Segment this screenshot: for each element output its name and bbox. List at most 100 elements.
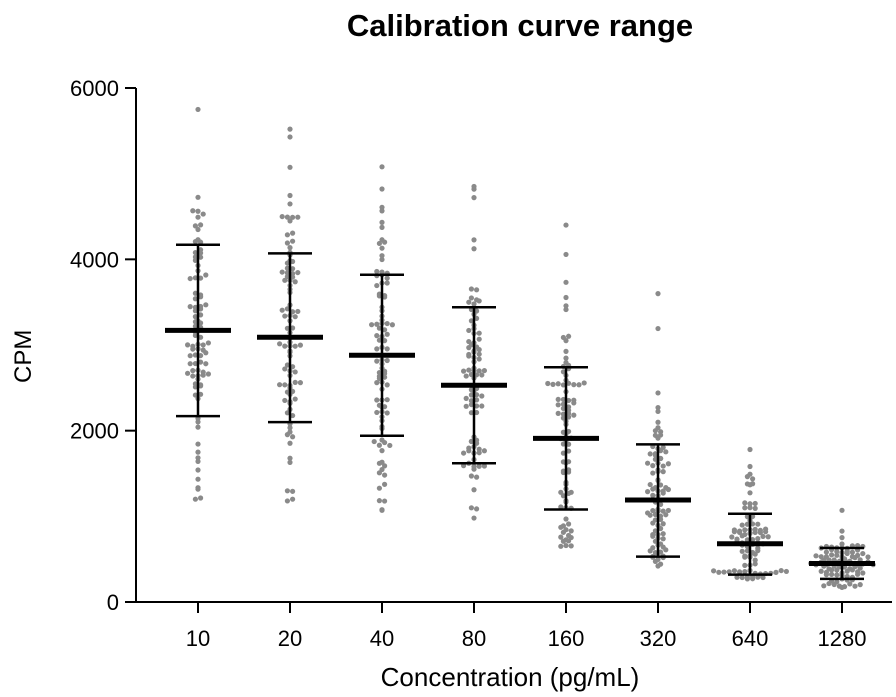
data-point — [647, 451, 653, 457]
data-point — [739, 574, 745, 581]
data-point — [468, 387, 474, 393]
data-point — [660, 463, 666, 469]
data-point — [665, 507, 672, 514]
data-point — [566, 448, 572, 454]
data-point — [192, 223, 198, 229]
data-point — [190, 368, 196, 374]
data-point — [379, 507, 385, 513]
data-point — [384, 280, 390, 286]
y-tick-label: 6000 — [70, 76, 119, 101]
data-point — [376, 375, 382, 382]
data-point — [466, 367, 472, 373]
data-point — [376, 402, 382, 408]
data-point — [560, 469, 567, 476]
data-point — [471, 237, 477, 243]
data-point — [560, 493, 567, 499]
data-point — [379, 186, 385, 192]
data-point — [379, 448, 385, 454]
data-point — [292, 343, 298, 349]
x-tick-label: 640 — [732, 626, 769, 651]
data-point — [192, 360, 198, 367]
data-point — [468, 286, 474, 292]
data-point — [192, 275, 198, 281]
axes: 0 2000 4000 6000 10 20 40 80 160 320 640 1280 — [70, 76, 892, 651]
data-point — [284, 240, 290, 246]
data-point — [474, 506, 480, 512]
data-point — [374, 282, 380, 289]
data-point — [479, 393, 485, 399]
data-point — [384, 320, 390, 327]
data-point — [287, 164, 293, 170]
data-point — [374, 358, 380, 364]
data-point — [185, 370, 191, 376]
data-point — [823, 554, 830, 560]
data-point — [292, 396, 298, 402]
data-point — [374, 346, 380, 352]
data-point — [658, 482, 664, 488]
data-point — [290, 496, 296, 502]
data-point — [376, 337, 382, 343]
data-point — [292, 369, 298, 375]
data-point — [292, 279, 298, 285]
data-point — [463, 373, 469, 379]
data-point — [198, 275, 204, 281]
data-point — [195, 467, 201, 473]
data-point — [755, 548, 761, 554]
data-point — [566, 397, 572, 404]
data-point — [474, 403, 480, 409]
data-point — [284, 498, 290, 504]
data-point — [568, 543, 574, 549]
data-point — [560, 441, 567, 447]
data-point — [384, 382, 390, 388]
data-point — [860, 570, 866, 576]
data-point — [284, 214, 290, 220]
data-point — [731, 529, 738, 535]
data-point — [468, 392, 474, 398]
data-point — [563, 542, 569, 549]
data-point — [750, 549, 756, 556]
data-point — [203, 302, 209, 308]
data-point — [195, 106, 201, 113]
data-point — [568, 528, 574, 534]
data-point — [287, 192, 293, 199]
data-point — [379, 224, 385, 230]
data-point — [284, 325, 290, 331]
data-point — [750, 521, 756, 527]
data-point — [290, 412, 296, 419]
data-points — [185, 106, 876, 591]
data-point — [658, 549, 664, 555]
data-point — [563, 279, 569, 285]
data-point — [466, 353, 472, 359]
data-point — [778, 567, 784, 574]
data-point — [384, 410, 390, 416]
data-point — [652, 456, 659, 462]
data-point — [834, 567, 840, 573]
data-point — [576, 382, 582, 388]
data-point — [481, 448, 487, 454]
data-point — [647, 512, 653, 518]
data-point — [711, 568, 717, 574]
data-point — [581, 380, 587, 386]
data-point — [650, 532, 656, 538]
data-point — [471, 301, 477, 307]
data-point — [290, 274, 296, 280]
data-point — [379, 459, 385, 465]
data-point — [474, 287, 480, 293]
data-point — [376, 325, 382, 331]
data-point — [471, 515, 477, 521]
data-point — [658, 501, 664, 508]
data-point — [545, 380, 551, 387]
data-point — [865, 554, 871, 560]
data-point — [389, 322, 395, 328]
data-point — [468, 473, 474, 479]
data-point — [195, 455, 201, 461]
data-point — [187, 275, 193, 282]
data-point — [655, 325, 661, 332]
x-axis-label: Concentration (pg/mL) — [380, 662, 640, 692]
data-point — [571, 412, 577, 418]
data-point — [655, 390, 661, 396]
data-point — [571, 397, 577, 403]
data-point — [765, 534, 771, 540]
data-point — [471, 466, 477, 472]
data-point — [295, 308, 301, 315]
